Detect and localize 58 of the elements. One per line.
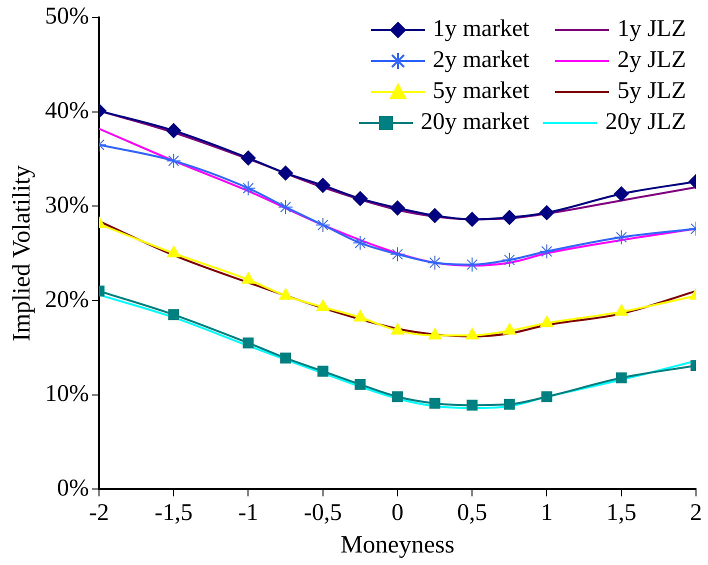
point xyxy=(427,255,442,270)
y-tick-label: 40% xyxy=(44,98,89,124)
point xyxy=(166,123,182,138)
y-tick-label: 10% xyxy=(44,381,89,408)
point xyxy=(278,166,294,181)
point xyxy=(504,398,515,410)
x-tick-label: 1,5 xyxy=(606,500,636,526)
x-tick-label: 2 xyxy=(690,500,702,526)
point xyxy=(502,252,517,268)
legend-label: 20y JLZ xyxy=(605,108,686,137)
legend-label: 2y market xyxy=(432,46,530,75)
legend-label: 1y JLZ xyxy=(617,15,686,44)
legend-label: 5y market xyxy=(432,77,530,106)
point xyxy=(278,200,294,215)
point xyxy=(390,246,405,262)
point xyxy=(352,191,368,206)
point xyxy=(315,178,330,193)
y-tick-label: 30% xyxy=(44,192,89,218)
point xyxy=(242,337,254,348)
x-tick-label: -2 xyxy=(88,500,109,526)
legend-label: 20y market xyxy=(420,108,530,137)
x-tick-label: -0,5 xyxy=(304,500,342,526)
x-tick-label: -1,5 xyxy=(154,500,193,526)
x-tick-label: 1 xyxy=(540,500,553,526)
y-axis-title: Implied Volatility xyxy=(8,164,36,342)
y-tick-label: 50% xyxy=(44,4,89,30)
point xyxy=(240,150,256,166)
point xyxy=(317,366,328,377)
point xyxy=(166,153,182,168)
point xyxy=(390,200,405,216)
y-tick-label: 0% xyxy=(56,475,89,502)
legend-label: 2y JLZ xyxy=(617,46,686,75)
point xyxy=(354,379,366,390)
point xyxy=(539,244,554,259)
point xyxy=(539,205,554,220)
point xyxy=(168,309,180,320)
point xyxy=(464,212,480,227)
point xyxy=(616,372,627,384)
point xyxy=(392,391,403,402)
point xyxy=(614,186,629,202)
point xyxy=(466,400,478,411)
x-tick-label: 0 xyxy=(391,500,404,526)
point xyxy=(240,180,256,196)
legend-label: 5y JLZ xyxy=(617,77,686,106)
point xyxy=(427,208,442,224)
y-tick-label: 20% xyxy=(44,286,89,313)
point xyxy=(541,391,552,402)
point xyxy=(502,210,517,225)
point xyxy=(280,352,292,364)
point xyxy=(315,217,330,232)
x-axis-title: Moneyness xyxy=(340,532,454,559)
x-tick-label: -1 xyxy=(238,500,258,526)
point xyxy=(464,257,480,272)
legend-label: 1y market xyxy=(432,15,530,44)
x-tick-label: 0,5 xyxy=(457,500,488,526)
point xyxy=(614,230,629,245)
point xyxy=(429,398,440,409)
point xyxy=(352,235,368,250)
